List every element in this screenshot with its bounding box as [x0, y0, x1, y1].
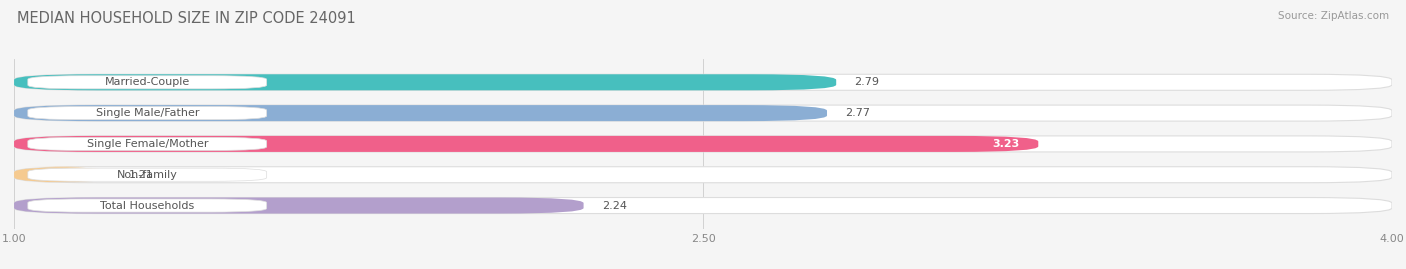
- Text: Total Households: Total Households: [100, 201, 194, 211]
- FancyBboxPatch shape: [14, 136, 1038, 152]
- Text: 2.24: 2.24: [602, 201, 627, 211]
- Text: 2.79: 2.79: [855, 77, 880, 87]
- FancyBboxPatch shape: [14, 105, 1392, 121]
- FancyBboxPatch shape: [14, 105, 827, 121]
- Text: Married-Couple: Married-Couple: [104, 77, 190, 87]
- FancyBboxPatch shape: [28, 168, 267, 181]
- FancyBboxPatch shape: [14, 197, 583, 214]
- FancyBboxPatch shape: [28, 76, 267, 89]
- Text: 1.21: 1.21: [129, 170, 153, 180]
- FancyBboxPatch shape: [14, 197, 1392, 214]
- Text: 2.77: 2.77: [845, 108, 870, 118]
- Text: Non-family: Non-family: [117, 170, 177, 180]
- Text: MEDIAN HOUSEHOLD SIZE IN ZIP CODE 24091: MEDIAN HOUSEHOLD SIZE IN ZIP CODE 24091: [17, 11, 356, 26]
- Text: Single Female/Mother: Single Female/Mother: [87, 139, 208, 149]
- FancyBboxPatch shape: [14, 167, 111, 183]
- FancyBboxPatch shape: [28, 107, 267, 120]
- FancyBboxPatch shape: [14, 167, 1392, 183]
- FancyBboxPatch shape: [28, 137, 267, 150]
- FancyBboxPatch shape: [14, 74, 1392, 90]
- Text: Single Male/Father: Single Male/Father: [96, 108, 200, 118]
- FancyBboxPatch shape: [14, 136, 1392, 152]
- FancyBboxPatch shape: [28, 199, 267, 212]
- FancyBboxPatch shape: [14, 74, 837, 90]
- Text: 3.23: 3.23: [993, 139, 1019, 149]
- Text: Source: ZipAtlas.com: Source: ZipAtlas.com: [1278, 11, 1389, 21]
